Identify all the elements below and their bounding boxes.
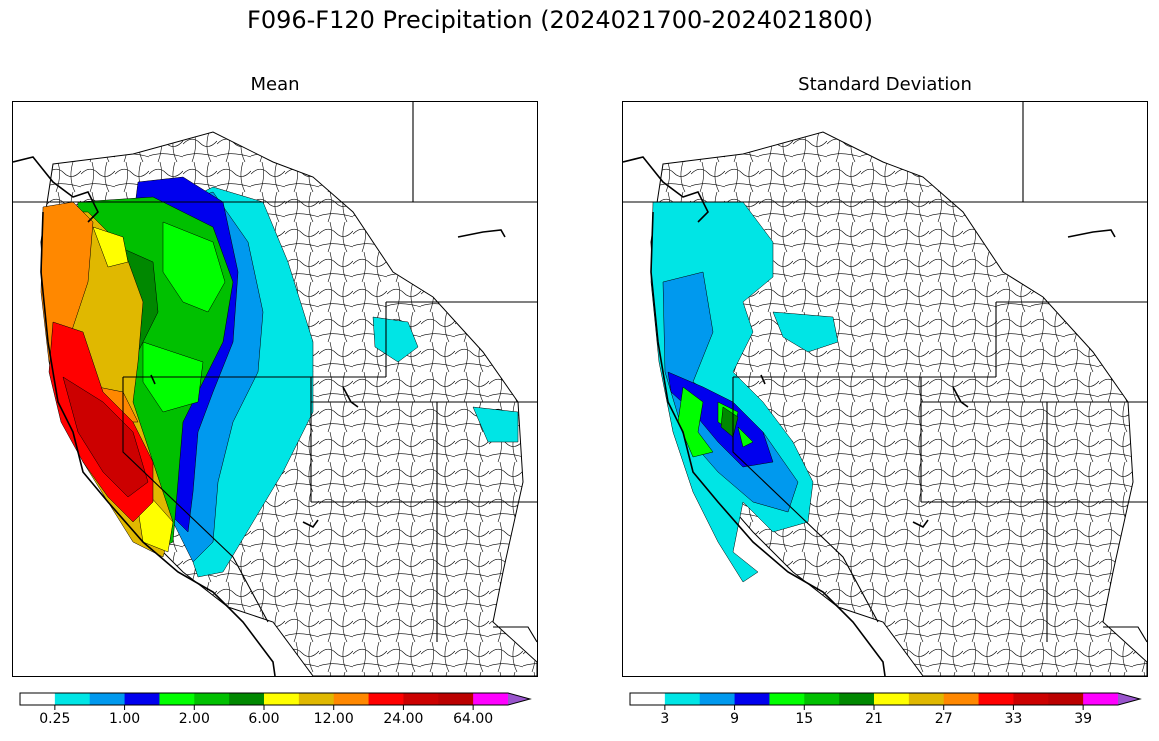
stddev-tick-label: 39 [1074, 711, 1093, 727]
colorbar-segment [978, 693, 1014, 705]
stddev-colorbar [629, 690, 1142, 710]
colorbar-segment [229, 693, 265, 705]
coastline [13, 156, 506, 676]
mean-colorbar-svg [19, 692, 532, 710]
colorbar-segment [769, 693, 805, 705]
mean-tick-label: 2.00 [178, 711, 210, 727]
colorbar-segment [368, 693, 404, 705]
mean-panel-title: Mean [250, 74, 300, 95]
stddev-fields [650, 201, 839, 583]
colorbar-segment [874, 693, 910, 705]
mean-tick-label: 0.25 [39, 711, 71, 727]
stddev-tick-label: 3 [660, 711, 670, 727]
colorbar-segment [839, 693, 875, 705]
colorbar-segment [1048, 693, 1084, 705]
colorbar-segment [734, 693, 770, 705]
colorbar-segment [1083, 693, 1119, 705]
stddev-tick-label: 21 [865, 711, 883, 727]
colorbar-segment [194, 693, 230, 705]
colorbar-segment [473, 693, 509, 705]
colorbar-segment [298, 693, 335, 705]
mean-tick-label: 64.00 [453, 711, 494, 727]
colorbar-segment [1118, 693, 1140, 705]
mean-tick-label: 12.00 [313, 711, 354, 727]
colorbar-segment [438, 693, 474, 705]
colorbar-segment [89, 693, 126, 705]
stddev-panel-title: Standard Deviation [798, 74, 972, 95]
stddev-tick-label: 15 [795, 711, 814, 727]
stddev-map-svg [623, 102, 1147, 676]
state-borders [623, 102, 1147, 643]
state-borders [13, 102, 537, 643]
mean-tick-label: 6.00 [248, 711, 280, 727]
colorbar-segment [908, 693, 945, 705]
colorbar-segment [699, 693, 736, 705]
mean-tick-label: 24.00 [383, 711, 424, 727]
colorbar-segment [124, 693, 160, 705]
stddev-map [622, 101, 1148, 677]
colorbar-segment [403, 693, 439, 705]
colorbar-segment [664, 693, 701, 705]
mean-map-svg [13, 102, 537, 676]
colorbar-segment [630, 693, 666, 705]
stddev-tick-label: 33 [1004, 711, 1023, 727]
mean-map [12, 101, 538, 677]
colorbar-segment [159, 693, 195, 705]
colorbar-outline [629, 692, 1142, 706]
colorbar-segment [943, 693, 980, 705]
mean-tick-label: 1.00 [108, 711, 141, 727]
figure-title: F096-F120 Precipitation (2024021700-2024… [247, 6, 873, 34]
colorbar-segment [20, 693, 56, 705]
coastline [623, 156, 1116, 676]
colorbar-segment [54, 693, 91, 705]
colorbar-segment [1013, 693, 1049, 705]
colorbar-segment [508, 693, 530, 705]
mean-colorbar [19, 690, 532, 710]
colorbar-segment [264, 693, 300, 705]
stddev-tick-label: 27 [934, 711, 953, 727]
colorbar-segment [804, 693, 840, 705]
colorbar-segment [333, 693, 370, 705]
stddev-tick-label: 9 [730, 711, 740, 727]
colorbar-outline [19, 692, 532, 706]
stddev-colorbar-svg [629, 692, 1142, 710]
